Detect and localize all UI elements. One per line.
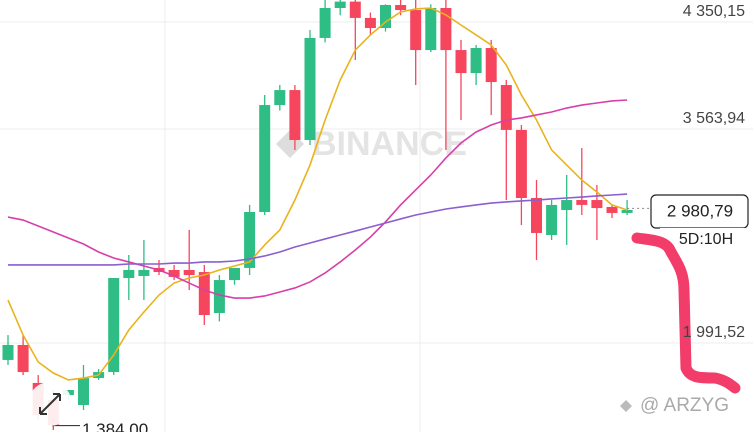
candle-body: [289, 90, 301, 141]
credit-logo: [620, 400, 632, 412]
expand-icon: [39, 393, 61, 415]
candle-body: [410, 10, 422, 51]
candle-body: [244, 212, 256, 268]
candle-body: [470, 48, 482, 74]
candle-body: [17, 344, 29, 373]
candle-body: [304, 37, 316, 141]
low-marker-label: 1 384,00: [82, 420, 148, 432]
candle-body: [425, 8, 437, 51]
candle-body: [123, 269, 135, 279]
moving-average: [7, 7, 628, 381]
watermark-group: BINANCE: [276, 125, 467, 163]
candle-body: [395, 5, 407, 11]
moving-average: [8, 193, 628, 266]
countdown: 5D:10H: [679, 231, 733, 248]
candle-body: [229, 267, 240, 281]
scribble: [631, 232, 741, 394]
candle-body: [546, 204, 558, 236]
candle-body: [485, 48, 497, 83]
y-tick-label: 4 350,15: [683, 3, 745, 20]
candle-body: [2, 344, 14, 360]
candle-body: [591, 200, 603, 209]
moving-average: [7, 99, 628, 299]
watermark: BINANCE: [312, 125, 467, 163]
candle-body: [576, 200, 588, 205]
credit: @ ARZYG: [640, 395, 729, 416]
candle-body: [78, 378, 89, 405]
candle-body: [168, 269, 180, 277]
candle-body: [198, 272, 210, 316]
candle-body: [349, 1, 361, 18]
candle-body: [259, 105, 271, 213]
candle-body: [621, 209, 633, 213]
candle-body: [183, 269, 195, 276]
candle-body: [500, 85, 512, 130]
candle-body: [364, 17, 376, 29]
candle-body: [561, 200, 573, 210]
last-price-label: 2 980,79: [667, 201, 733, 220]
candle-body: [108, 278, 120, 373]
candle-body: [606, 206, 618, 213]
candle-body: [274, 90, 286, 106]
candle-body: [455, 50, 467, 74]
candle-body: [334, 1, 346, 9]
y-tick-label: 3 563,94: [683, 110, 745, 127]
candle-body: [440, 8, 452, 51]
y-tick-label: 1 991,52: [683, 324, 745, 341]
candle-body: [138, 269, 150, 276]
candle-body: [380, 5, 391, 29]
candle-body: [213, 280, 225, 313]
candle-body: [319, 8, 331, 38]
candle-body: [531, 197, 542, 233]
candle-body: [515, 129, 527, 198]
